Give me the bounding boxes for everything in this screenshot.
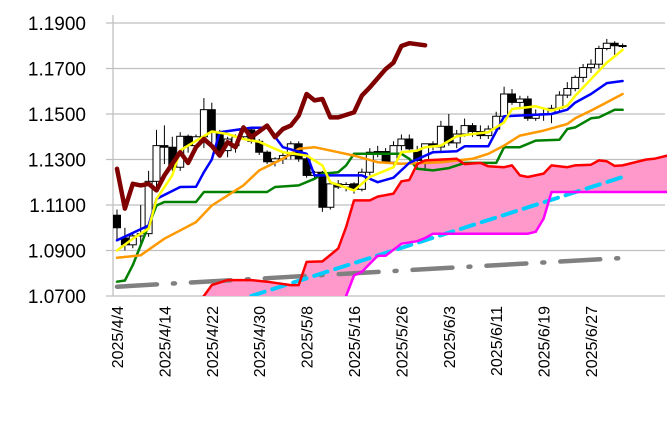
x-tick-label: 2025/5/16 (347, 306, 364, 377)
candle-body (603, 43, 610, 48)
candle-body (327, 184, 334, 207)
x-tick-label: 2025/6/19 (537, 306, 554, 377)
candle-body (580, 68, 587, 78)
candle (153, 130, 160, 187)
candle-body (469, 126, 476, 132)
x-tick-label: 2025/5/8 (300, 306, 317, 368)
x-tick-label: 2025/4/30 (252, 306, 269, 377)
x-tick-label: 2025/4/4 (110, 306, 127, 368)
y-tick-label: 1.1700 (28, 60, 86, 81)
candle (319, 171, 326, 212)
x-tick-label: 2025/6/27 (584, 306, 601, 377)
candle-body (114, 215, 121, 228)
candle (161, 125, 168, 164)
candle (327, 182, 334, 209)
candle-body (564, 89, 571, 96)
y-tick-label: 1.1900 (28, 14, 86, 35)
candle (398, 134, 405, 150)
y-tick-label: 1.0900 (28, 242, 86, 263)
candle-body (319, 172, 326, 207)
candle (374, 146, 381, 157)
x-axis-ticks: 2025/4/4 2025/4/14 2025/4/22 2025/4/30 2025/… (110, 306, 601, 377)
y-axis-ticks: 1.1900 1.1700 1.1500 1.1300 1.1100 1.0900 1.07… (28, 14, 86, 308)
candle-body (374, 152, 381, 153)
candle-body (595, 48, 602, 64)
candle-body (264, 152, 271, 162)
candle-body (588, 64, 595, 67)
candle-body (161, 146, 168, 148)
candle (437, 121, 444, 153)
candle (580, 64, 587, 82)
y-tick-label: 1.1300 (28, 151, 86, 172)
candle-body (619, 46, 626, 47)
y-tick-label: 1.1100 (29, 196, 86, 217)
candle-body (572, 77, 579, 88)
candle (358, 169, 365, 192)
candle-body (200, 110, 207, 137)
x-tick-label: 2025/4/14 (157, 306, 174, 377)
candle (603, 39, 610, 50)
x-tick-label: 2025/5/26 (394, 306, 411, 377)
candle-body (516, 99, 523, 102)
candle-body (208, 110, 215, 133)
candle (264, 150, 271, 164)
candle-body (406, 139, 413, 149)
candle (114, 210, 121, 240)
y-tick-label: 1.1500 (28, 105, 86, 126)
x-tick-label: 2025/6/3 (442, 306, 459, 368)
candle (572, 75, 579, 91)
candle-body (366, 152, 373, 172)
candle-body (501, 94, 508, 116)
candle (509, 89, 516, 105)
candle (595, 46, 602, 69)
candle-body (611, 43, 618, 46)
candle-body (461, 126, 468, 134)
candle-body (153, 146, 160, 182)
x-tick-label: 2025/4/22 (205, 306, 222, 377)
candle (619, 43, 626, 48)
candle (588, 59, 595, 73)
candle (564, 82, 571, 98)
candle-body (509, 94, 516, 102)
plot-area (114, 39, 667, 319)
x-tick-label: 2025/6/11 (489, 306, 506, 376)
candle (501, 87, 508, 119)
candle (208, 103, 215, 146)
y-tick-label: 1.0700 (28, 287, 86, 308)
candle-body (398, 139, 405, 146)
